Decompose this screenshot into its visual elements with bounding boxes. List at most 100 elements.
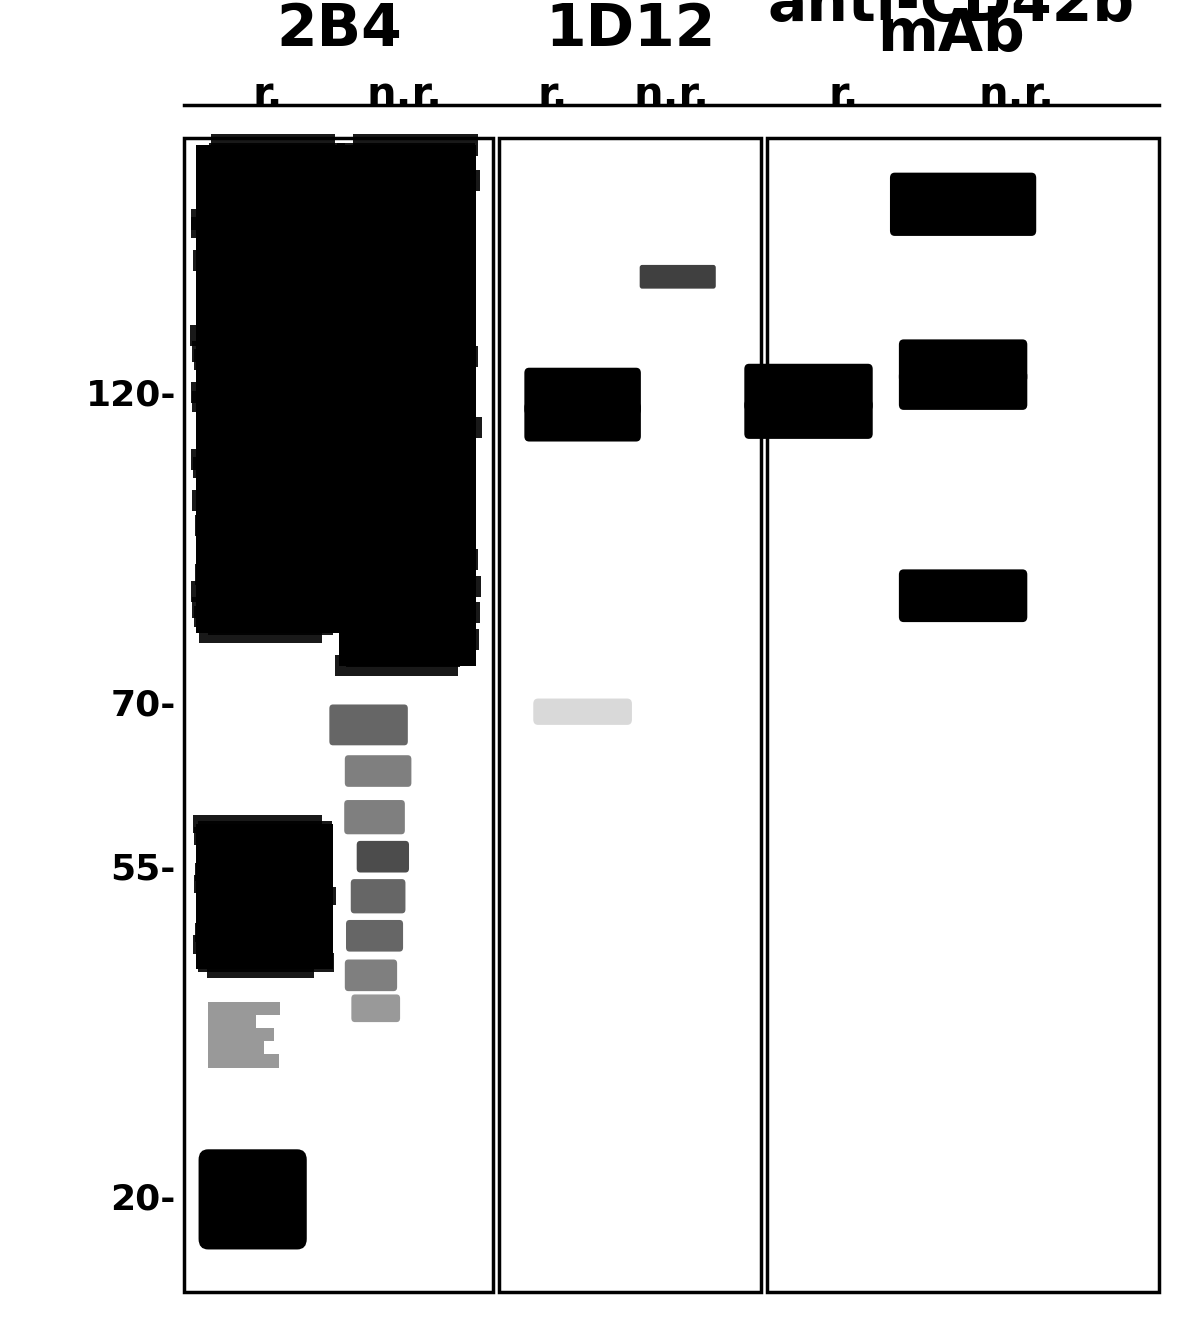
Bar bbox=[196, 175, 348, 196]
Bar bbox=[208, 614, 333, 635]
Bar bbox=[193, 936, 323, 954]
FancyBboxPatch shape bbox=[744, 364, 873, 411]
Bar bbox=[194, 349, 327, 370]
Bar bbox=[346, 461, 460, 482]
Bar bbox=[197, 845, 319, 863]
Bar bbox=[213, 481, 327, 502]
Bar bbox=[358, 187, 459, 208]
Bar bbox=[193, 250, 329, 272]
Bar bbox=[193, 390, 345, 411]
FancyBboxPatch shape bbox=[329, 704, 408, 745]
Bar bbox=[213, 415, 328, 436]
Bar bbox=[350, 161, 464, 182]
Bar bbox=[194, 826, 315, 845]
Bar bbox=[197, 531, 340, 552]
Bar bbox=[357, 285, 466, 306]
Bar bbox=[767, 138, 1159, 1292]
Text: r.: r. bbox=[252, 74, 283, 116]
FancyBboxPatch shape bbox=[899, 339, 1027, 382]
Bar bbox=[195, 923, 328, 941]
Bar bbox=[357, 232, 460, 253]
FancyBboxPatch shape bbox=[346, 920, 403, 952]
Bar bbox=[361, 390, 461, 411]
Bar bbox=[191, 341, 321, 362]
Bar bbox=[345, 452, 454, 473]
Bar bbox=[210, 291, 332, 312]
Bar bbox=[346, 478, 471, 500]
Bar bbox=[353, 612, 458, 633]
Bar bbox=[358, 355, 467, 376]
Text: n.r.: n.r. bbox=[634, 74, 710, 116]
Bar bbox=[341, 619, 467, 641]
Bar bbox=[205, 589, 329, 610]
Bar bbox=[201, 548, 342, 569]
Bar bbox=[207, 941, 315, 960]
Bar bbox=[341, 240, 467, 261]
Bar bbox=[199, 299, 347, 320]
Bar bbox=[352, 426, 466, 447]
Bar bbox=[208, 243, 334, 264]
Bar bbox=[195, 863, 325, 882]
Bar bbox=[358, 347, 478, 368]
Bar bbox=[199, 953, 334, 971]
Bar bbox=[357, 206, 468, 227]
Bar bbox=[205, 498, 346, 519]
Bar bbox=[361, 638, 466, 659]
Bar bbox=[190, 324, 327, 345]
Bar bbox=[351, 373, 474, 394]
Text: 120-: 120- bbox=[86, 378, 176, 413]
Bar bbox=[199, 283, 348, 304]
Bar bbox=[360, 550, 478, 571]
Bar bbox=[208, 1054, 278, 1068]
Bar bbox=[199, 821, 332, 840]
Text: anti-CD42b: anti-CD42b bbox=[768, 0, 1134, 33]
Bar bbox=[205, 833, 323, 851]
Bar bbox=[346, 435, 468, 456]
Bar bbox=[196, 145, 345, 633]
Bar bbox=[348, 540, 459, 561]
Bar bbox=[336, 320, 471, 341]
Bar bbox=[197, 200, 335, 221]
Bar bbox=[201, 523, 327, 544]
Bar bbox=[344, 505, 457, 526]
Bar bbox=[210, 366, 340, 387]
Bar bbox=[191, 490, 322, 511]
Bar bbox=[199, 622, 322, 643]
Bar bbox=[346, 294, 459, 315]
Bar bbox=[341, 593, 454, 614]
Bar bbox=[210, 857, 331, 875]
Bar bbox=[194, 875, 329, 894]
Text: 2B4: 2B4 bbox=[276, 1, 402, 58]
Bar bbox=[196, 948, 326, 966]
Bar bbox=[208, 1041, 264, 1054]
Bar bbox=[336, 144, 474, 165]
FancyBboxPatch shape bbox=[345, 960, 397, 991]
Bar bbox=[197, 275, 341, 297]
Bar bbox=[351, 196, 460, 217]
FancyBboxPatch shape bbox=[345, 755, 411, 787]
Bar bbox=[208, 1002, 279, 1015]
Bar bbox=[205, 399, 323, 420]
Bar bbox=[207, 316, 329, 337]
Bar bbox=[210, 572, 345, 593]
Bar bbox=[194, 815, 322, 833]
Bar bbox=[338, 302, 470, 323]
FancyBboxPatch shape bbox=[899, 370, 1027, 410]
Bar bbox=[194, 605, 346, 626]
Bar bbox=[191, 448, 323, 469]
Bar bbox=[347, 275, 459, 297]
Bar bbox=[202, 225, 338, 246]
Bar bbox=[184, 138, 493, 1292]
Bar bbox=[338, 223, 463, 244]
FancyBboxPatch shape bbox=[345, 800, 404, 834]
Bar bbox=[199, 905, 313, 924]
Bar bbox=[195, 564, 345, 585]
Bar bbox=[209, 899, 331, 917]
Bar bbox=[348, 629, 479, 650]
Bar bbox=[195, 514, 335, 535]
Bar bbox=[499, 138, 761, 1292]
Bar bbox=[197, 556, 335, 577]
Bar bbox=[358, 152, 453, 173]
Bar bbox=[200, 929, 331, 948]
Text: n.r.: n.r. bbox=[366, 74, 442, 116]
